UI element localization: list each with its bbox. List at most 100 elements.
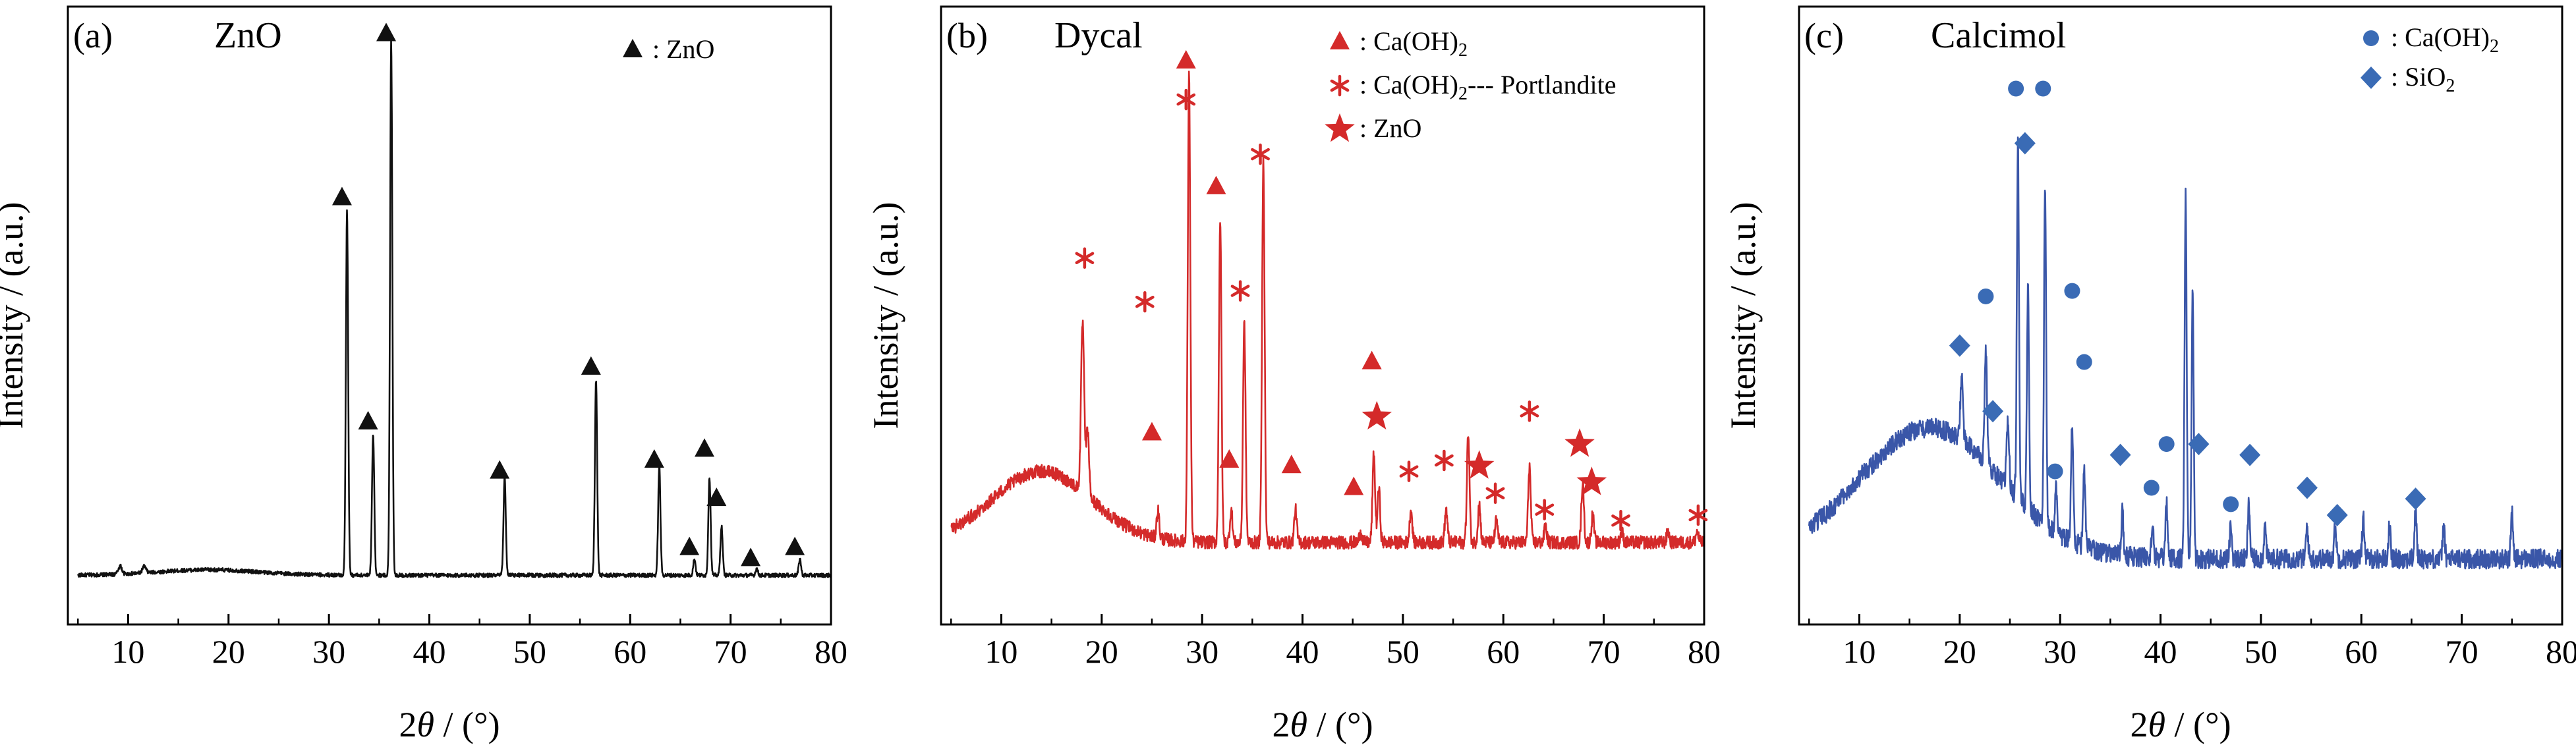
diffraction-trace [1808,136,2563,570]
asterisk-marker [1176,88,1196,111]
x-axis-label: 2θ / (°) [2130,705,2231,744]
x-tick-label: 20 [1943,633,1976,670]
legend-circle-symbol [2363,30,2379,46]
triangle-marker [644,449,664,468]
x-tick-label: 40 [413,633,446,670]
legend-label-main: Ca(OH) [1373,70,1458,99]
legend-colon: : [1360,113,1373,143]
diamond-marker [2239,443,2261,466]
circle-marker [2143,480,2160,496]
legend-label: : Ca(OH)2 [2391,22,2499,57]
circle-marker [2158,436,2175,453]
diamond-marker [2405,487,2426,511]
panel-label: (c) [1804,16,1844,55]
legend-entry: : Ca(OH)2--- Portlandite [1330,70,1616,104]
x-tick-label: 40 [1286,633,1319,670]
legend-label-main: Ca(OH) [2405,22,2490,52]
legend-entry: : SiO2 [2361,62,2455,96]
x-axis-label-prefix: 2 [2130,705,2148,744]
plot-frame [940,5,1705,626]
legend-colon: : [2391,62,2405,92]
y-axis-label: Intensity / (a.u.) [1723,202,1763,429]
triangle-marker [1281,455,1302,474]
x-axis-label: 2θ / (°) [399,705,500,744]
diffraction-trace [950,70,1705,550]
plot-frame [67,5,832,626]
circle-marker [2008,80,2024,97]
triangle-marker [1219,449,1240,468]
legend-label: : Ca(OH)2 [1360,26,1468,61]
triangle-marker [358,410,378,429]
triangle-marker [1141,422,1162,441]
x-axis-label-theta: θ [416,705,434,744]
circle-marker [2223,496,2239,512]
x-tick-label: 50 [513,633,546,670]
triangle-marker [376,22,397,42]
legend-label-main: Ca(OH) [1373,26,1458,56]
circle-marker [2064,283,2080,299]
triangle-marker [679,536,700,555]
diamond-marker [2014,132,2036,155]
legend-label: : ZnO [1360,113,1421,143]
star-marker [1464,450,1495,479]
x-tick-label: 50 [1387,633,1419,670]
triangle-marker [1206,175,1226,194]
circle-marker [2035,80,2051,97]
triangle-marker [581,356,601,375]
legend-label-main: SiO [2405,62,2446,92]
x-tick-label: 20 [212,633,245,670]
asterisk-marker [1230,280,1250,302]
legend-triangle-symbol [1330,31,1350,49]
sample-title: Dycal [1054,15,1143,56]
legend-star-symbol [1325,113,1355,142]
x-tick-label: 30 [312,633,345,670]
legend-entry: : Ca(OH)2 [1330,26,1468,61]
x-tick-label: 80 [1688,633,1721,670]
legend-entry: : ZnO [1325,113,1421,143]
triangle-marker [706,487,727,507]
x-tick-label: 60 [2345,633,2378,670]
x-axis-label-theta: θ [1290,705,1307,744]
triangle-marker [1176,50,1196,69]
legend-colon: : [652,34,666,64]
x-tick-label: 70 [714,633,747,670]
x-tick-label: 50 [2245,633,2277,670]
asterisk-marker [1075,247,1095,269]
x-tick-label: 40 [2144,633,2177,670]
y-axis-label: Intensity / (a.u.) [0,202,30,429]
legend-label: : ZnO [652,34,714,64]
asterisk-marker [1251,143,1270,165]
circle-marker [2047,463,2063,480]
diamond-marker [2109,443,2131,466]
legend-label-suffix: --- Portlandite [1468,70,1617,99]
diamond-marker [2188,433,2210,456]
legend-label-subscript: 2 [2446,76,2455,96]
legend-asterisk-symbol [1330,74,1350,97]
x-axis-label-prefix: 2 [399,705,416,744]
triangle-marker [695,438,715,457]
legend-label: : Ca(OH)2--- Portlandite [1360,70,1616,104]
triangle-marker [490,460,510,479]
x-axis-label-suffix: / (°) [2165,705,2231,744]
star-marker [1361,401,1392,429]
x-tick-label: 70 [2446,633,2478,670]
x-axis-label-suffix: / (°) [434,705,500,744]
asterisk-marker [1611,510,1630,532]
x-tick-label: 60 [1487,633,1520,670]
triangle-marker [1344,476,1364,495]
legend-triangle-symbol [623,39,643,57]
x-tick-label: 80 [815,633,847,670]
x-tick-label: 10 [111,633,144,670]
x-axis-label-suffix: / (°) [1307,705,1373,744]
x-tick-label: 60 [614,633,646,670]
triangle-marker [741,547,761,567]
diamond-marker [2326,503,2348,526]
legend-label: : SiO2 [2391,62,2455,96]
asterisk-marker [1520,401,1539,422]
legend-diamond-symbol [2361,67,2382,89]
legend-label-subscript: 2 [2490,36,2499,57]
x-axis-label-prefix: 2 [1272,705,1290,744]
x-tick-label: 10 [985,633,1017,670]
